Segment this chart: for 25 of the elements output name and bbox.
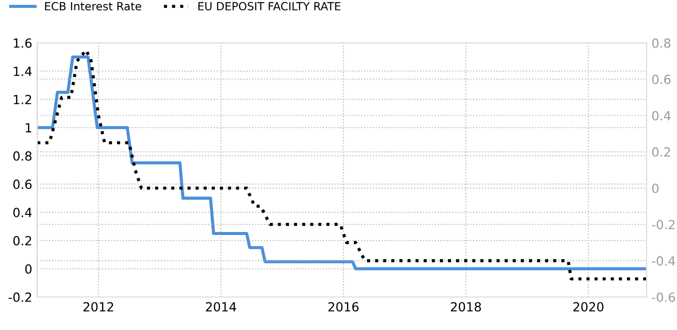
- x-tick-label: 2012: [83, 302, 114, 312]
- y2-tick-label: -0.2: [652, 220, 675, 230]
- y2-tick-label: 0: [652, 184, 659, 194]
- y-tick-label: 1: [26, 123, 32, 132]
- x-tick-label: 2020: [573, 302, 604, 312]
- x-tick-label: 2016: [328, 302, 359, 312]
- y-tick-label: 1.2: [14, 94, 32, 104]
- y-tick-label: -0.2: [8, 292, 32, 302]
- y2-tick-label: 0.2: [652, 147, 670, 157]
- y2-tick-label: -0.6: [652, 292, 675, 302]
- x-tick-label: 2014: [206, 302, 236, 312]
- y-tick-label: 0.4: [13, 208, 32, 218]
- y2-tick-label: -0.4: [652, 256, 676, 266]
- y-tick-label: 0: [25, 264, 32, 274]
- y-tick-label: 0.6: [13, 180, 32, 189]
- x-tick-label: 2018: [450, 302, 481, 312]
- y-tick-label: 0.2: [13, 236, 32, 246]
- y2-tick-label: 0.8: [652, 38, 670, 48]
- y2-tick-label: 0.6: [652, 74, 670, 84]
- legend-label: ECB Interest Rate: [45, 2, 142, 10]
- y-tick-label: 0.8: [13, 151, 32, 161]
- y-tick-label: 1.4: [14, 66, 32, 76]
- y-tick-label: 1.6: [14, 38, 32, 48]
- legend-label: EU DEPOSIT FACILTY RATE: [198, 2, 340, 10]
- y2-tick-label: 0.4: [652, 110, 671, 120]
